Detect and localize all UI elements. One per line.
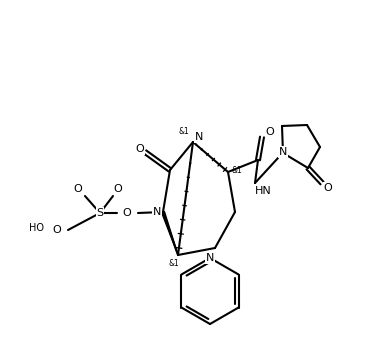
Text: O: O xyxy=(136,144,144,154)
Text: &1: &1 xyxy=(232,165,242,174)
Text: HO: HO xyxy=(28,223,43,233)
Text: &1: &1 xyxy=(169,258,180,268)
Text: O: O xyxy=(324,183,332,193)
Text: O: O xyxy=(266,127,275,137)
Text: O: O xyxy=(74,184,82,194)
Text: N: N xyxy=(195,132,203,142)
Text: O: O xyxy=(123,208,131,218)
Text: N: N xyxy=(279,147,287,157)
Text: S: S xyxy=(96,208,104,218)
Text: N: N xyxy=(153,207,161,217)
Text: N: N xyxy=(206,253,214,263)
Text: O: O xyxy=(114,184,122,194)
Text: &1: &1 xyxy=(179,127,189,136)
Polygon shape xyxy=(162,212,178,255)
Text: HN: HN xyxy=(255,186,272,196)
Text: O: O xyxy=(53,225,61,235)
